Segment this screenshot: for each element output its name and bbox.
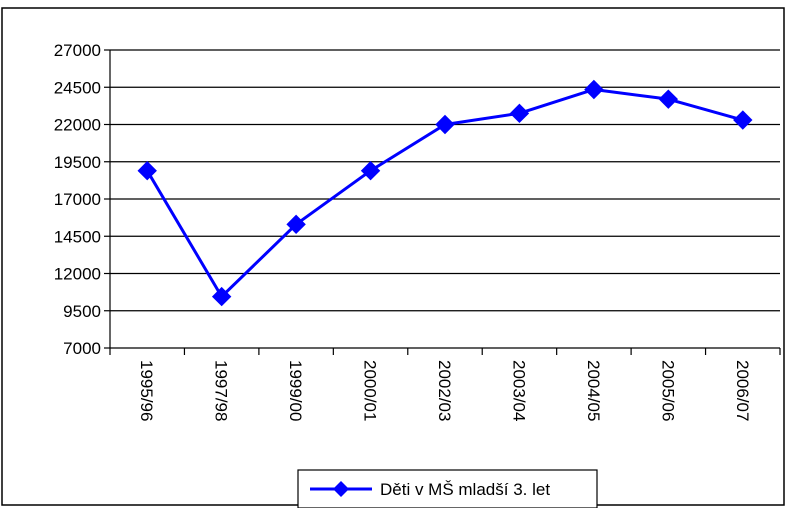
y-tick-label: 22000 (54, 116, 101, 135)
y-tick-labels: 7000 9500 12000 14500 17000 19500 22000 24500 27… (54, 41, 101, 358)
x-tick-label: 2000/01 (361, 360, 380, 421)
x-tick-label: 2005/06 (658, 360, 677, 421)
legend-diamond-marker (333, 481, 349, 497)
y-tick-label: 19500 (54, 153, 101, 172)
legend: Děti v MŠ mladší 3. let (297, 469, 598, 508)
x-tick-labels: 1995/96 1997/98 1999/00 2000/01 2002/03 2003/… (137, 360, 752, 421)
data-point-marker (733, 110, 753, 130)
data-point-marker (137, 160, 157, 181)
x-tick-label: 2004/05 (584, 360, 603, 421)
x-tick-label: 2006/07 (733, 360, 752, 421)
data-point-marker (658, 89, 679, 109)
data-point-marker (211, 286, 232, 307)
x-tick-label: 1995/96 (137, 360, 156, 421)
chart-outer-border (1, 7, 785, 506)
y-tick-label: 12000 (54, 265, 101, 284)
series-layer (137, 79, 753, 307)
y-tick-label: 14500 (54, 227, 101, 246)
x-tick-label: 1999/00 (286, 360, 305, 421)
legend-label: Děti v MŠ mladší 3. let (380, 480, 550, 499)
y-tick-label: 24500 (54, 78, 101, 97)
x-tick-label: 2003/04 (509, 360, 528, 421)
y-tick-label: 27000 (54, 41, 101, 60)
data-point-marker (509, 103, 530, 124)
data-point-marker (435, 114, 455, 135)
x-tick-label: 2002/03 (435, 360, 454, 421)
axes (104, 49, 781, 355)
y-tick-label: 9500 (63, 302, 101, 321)
y-tick-label: 17000 (54, 190, 101, 209)
data-point-marker (360, 160, 381, 181)
x-tick-label: 1997/98 (212, 360, 231, 421)
data-point-marker (286, 214, 306, 235)
y-tick-label: 7000 (63, 339, 101, 358)
data-point-marker (584, 79, 604, 100)
